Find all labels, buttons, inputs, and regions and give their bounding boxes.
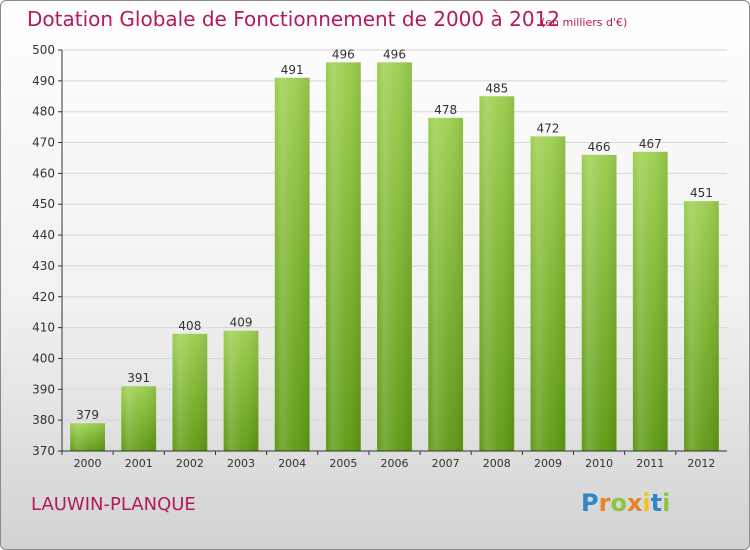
data-label: 496 <box>332 47 355 61</box>
x-tick-label: 2007 <box>432 457 460 470</box>
x-tick-label: 2006 <box>381 457 409 470</box>
data-label: 496 <box>383 47 406 61</box>
y-tick-label: 480 <box>32 105 55 119</box>
x-tick-label: 2008 <box>483 457 511 470</box>
logo-letter: r <box>598 489 611 517</box>
x-tick-label: 2010 <box>585 457 613 470</box>
x-tick-label: 2003 <box>227 457 255 470</box>
bar-shine <box>581 154 617 451</box>
y-tick-label: 380 <box>32 413 55 427</box>
logo-letter: o <box>610 489 627 517</box>
y-tick-label: 440 <box>32 228 55 242</box>
bar-shine <box>428 117 464 451</box>
data-label: 466 <box>588 140 611 154</box>
logo-letter: x <box>626 489 643 517</box>
data-label: 467 <box>639 137 662 151</box>
data-label: 391 <box>127 371 150 385</box>
proxiti-logo: Proxiti <box>581 489 670 517</box>
data-label: 472 <box>537 121 560 135</box>
data-label: 478 <box>434 103 457 117</box>
data-label: 451 <box>690 186 713 200</box>
y-tick-label: 390 <box>32 382 55 396</box>
bar-shine <box>121 386 157 451</box>
bar-shine <box>684 201 719 451</box>
chart-title: Dotation Globale de Fonctionnement de 20… <box>27 7 560 31</box>
y-tick-label: 500 <box>32 43 55 57</box>
bar-shine <box>530 136 566 451</box>
y-tick-label: 400 <box>32 351 55 365</box>
data-label: 409 <box>230 316 253 330</box>
bar-shine <box>172 333 208 451</box>
y-axis-tick-labels: 370 380 390 400 410 420 430 440 450 460 470 480 490 5… <box>32 43 62 458</box>
x-tick-label: 2012 <box>687 457 715 470</box>
logo-letter: t <box>650 489 663 517</box>
x-tick-label: 2000 <box>74 457 102 470</box>
x-tick-label: 2004 <box>278 457 306 470</box>
x-tick-label: 2011 <box>636 457 664 470</box>
bar-shine <box>632 151 668 452</box>
y-tick-label: 410 <box>32 321 55 335</box>
y-tick-label: 430 <box>32 259 55 273</box>
y-tick-label: 420 <box>32 290 55 304</box>
x-tick-label: 2001 <box>125 457 153 470</box>
bars: 379 391 408 409 491 496 496 478 485 472 466 467 451 <box>70 47 719 452</box>
data-label: 379 <box>76 408 99 422</box>
x-tick-label: 2009 <box>534 457 562 470</box>
data-label: 491 <box>281 63 304 77</box>
x-axis-tick-labels: 2000 2001 2002 2003 2004 2005 2006 2007 2008 2009… <box>61 451 715 470</box>
bar-shine <box>70 423 105 451</box>
bar-shine <box>479 96 515 452</box>
x-tick-label: 2002 <box>176 457 204 470</box>
y-tick-label: 450 <box>32 197 55 211</box>
y-tick-label: 370 <box>32 444 55 458</box>
bar-shine <box>274 77 310 451</box>
bar-shine <box>325 62 361 451</box>
logo-letter: i <box>642 489 651 517</box>
axes <box>61 50 727 452</box>
commune-name: LAUWIN-PLANQUE <box>31 494 196 515</box>
data-label: 485 <box>485 81 508 95</box>
bar-shine <box>223 330 259 451</box>
x-tick-label: 2005 <box>329 457 357 470</box>
y-tick-label: 470 <box>32 136 55 150</box>
logo-letter: P <box>581 489 599 517</box>
data-label: 408 <box>178 319 201 333</box>
bar-shine <box>377 62 412 451</box>
y-tick-label: 490 <box>32 74 55 88</box>
chart-subtitle: (en milliers d'€) <box>541 16 628 29</box>
y-tick-label: 460 <box>32 166 55 180</box>
logo-letter: i <box>662 489 671 517</box>
